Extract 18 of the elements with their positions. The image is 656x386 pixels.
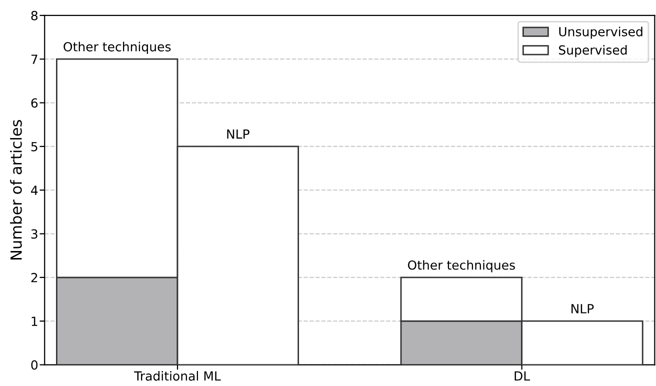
y-tick-label: 3 (31, 229, 38, 239)
annotation: NLP (227, 129, 250, 139)
y-tick-label: 6 (31, 98, 38, 108)
annotation: Other techniques (408, 260, 515, 272)
legend-label: Supervised (558, 45, 627, 58)
y-tick-label: 0 (31, 360, 38, 370)
y-axis-title: Number of articles (10, 120, 22, 260)
text: Traditional ML (134, 371, 221, 381)
y-tick-label: 2 (31, 272, 38, 282)
y-tick-label: 8 (31, 10, 38, 20)
y-tick-label: 5 (31, 142, 38, 152)
legend-label: Unsupervised (559, 26, 642, 39)
annotation: NLP (572, 304, 594, 314)
y-tick-label: 4 (31, 186, 38, 195)
y-tick-label: 7 (31, 54, 38, 64)
annotation: Other techniques (64, 42, 171, 54)
text: DL (514, 371, 530, 381)
y-tick-label: 1 (32, 316, 38, 326)
